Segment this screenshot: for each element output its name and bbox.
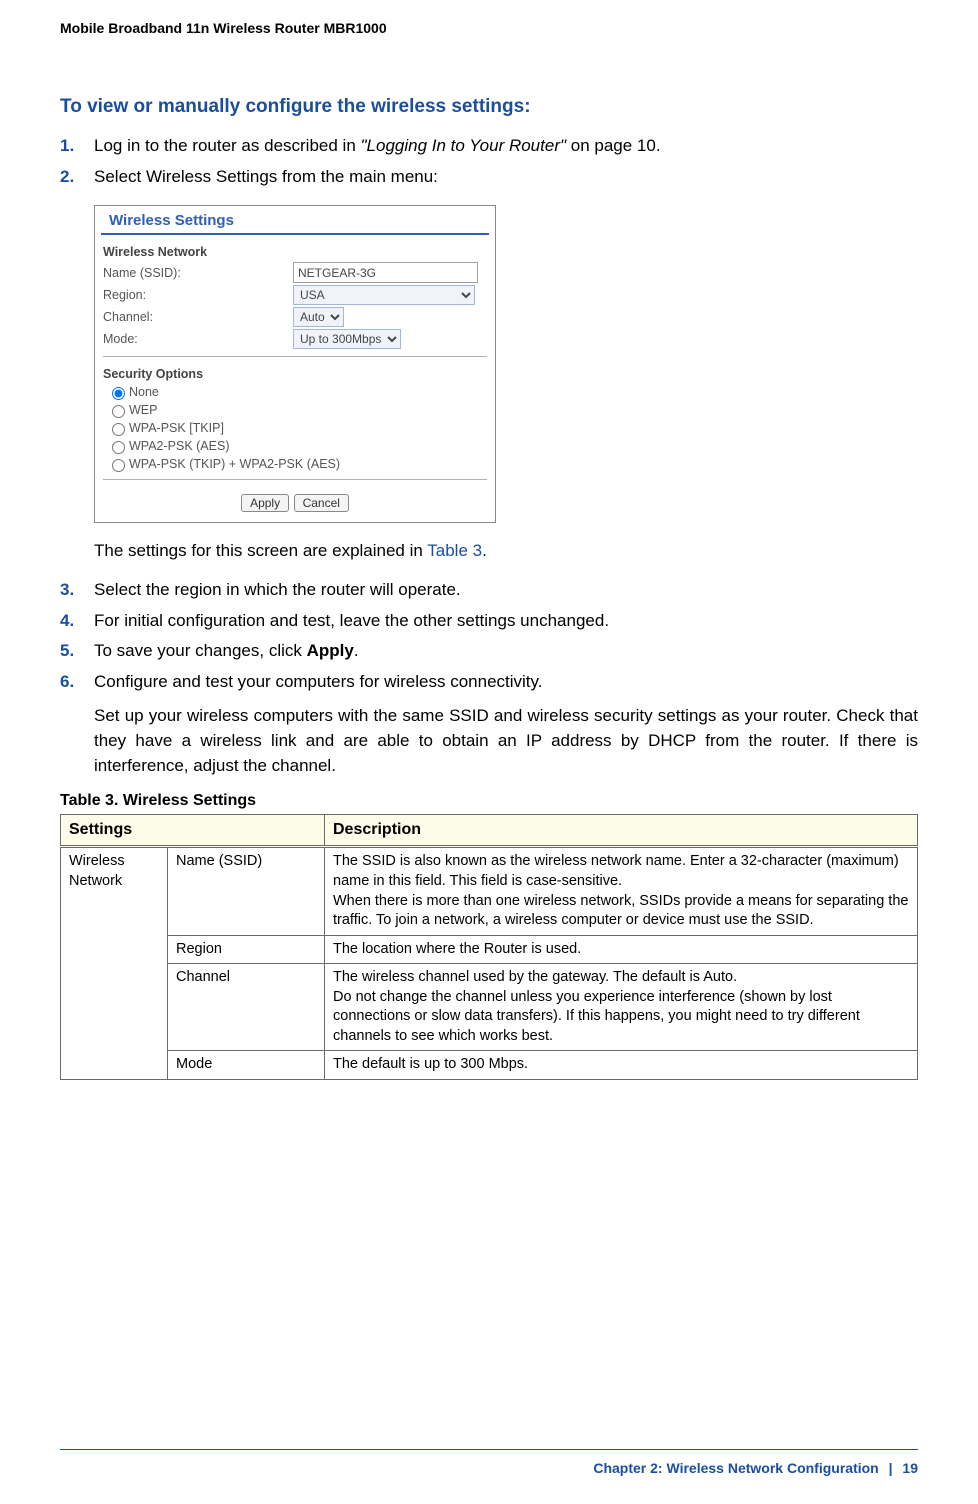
page-header: Mobile Broadband 11n Wireless Router MBR… (60, 20, 918, 96)
region-label: Region: (103, 288, 293, 302)
step-number: 2. (60, 165, 94, 190)
region-select[interactable]: USA (293, 285, 475, 305)
procedure-list-cont: 3. Select the region in which the router… (60, 578, 918, 695)
table-caption: Table 3. Wireless Settings (60, 792, 918, 810)
channel-label: Channel: (103, 310, 293, 324)
mode-label: Mode: (103, 332, 293, 346)
procedure-list: 1. Log in to the router as described in … (60, 134, 918, 189)
step-text: To save your changes, click Apply. (94, 639, 918, 664)
step-text: Select the region in which the router wi… (94, 578, 918, 603)
radio-label: WEP (129, 403, 157, 417)
footer-sep: | (889, 1460, 893, 1476)
table-row: Mode The default is up to 300 Mbps. (61, 1051, 918, 1080)
table-xref[interactable]: Table 3 (427, 541, 482, 560)
cancel-button[interactable]: Cancel (294, 494, 349, 512)
apply-button[interactable]: Apply (241, 494, 289, 512)
text-fragment: . (354, 641, 359, 660)
text-fragment: Log in to the router as described in (94, 136, 361, 155)
step-number: 4. (60, 609, 94, 634)
step-number: 1. (60, 134, 94, 159)
cell-setting-name: Channel (168, 964, 325, 1051)
wireless-settings-panel: Wireless Settings Wireless Network Name … (94, 205, 496, 523)
table-row: Channel The wireless channel used by the… (61, 964, 918, 1051)
divider (103, 479, 487, 480)
text-fragment: The settings for this screen are explain… (94, 541, 427, 560)
security-section-label: Security Options (95, 363, 495, 383)
radio-label: WPA2-PSK (AES) (129, 439, 229, 453)
security-radio-wep[interactable] (112, 405, 125, 418)
cell-description: The default is up to 300 Mbps. (325, 1051, 918, 1080)
col-header-description: Description (325, 815, 918, 847)
wireless-settings-table: Settings Description Wireless Network Na… (60, 814, 918, 1080)
step-text: Configure and test your computers for wi… (94, 670, 918, 695)
cell-setting-name: Name (SSID) (168, 847, 325, 935)
table-row: Wireless Network Name (SSID) The SSID is… (61, 847, 918, 935)
cell-setting-name: Region (168, 935, 325, 964)
panel-title: Wireless Settings (101, 208, 489, 235)
radio-label: None (129, 385, 159, 399)
ssid-label: Name (SSID): (103, 266, 293, 280)
cell-description: The location where the Router is used. (325, 935, 918, 964)
embedded-screenshot: Wireless Settings Wireless Network Name … (94, 205, 918, 523)
text-fragment: . (482, 541, 487, 560)
text-fragment: on page 10. (566, 136, 661, 155)
security-radio-mixed[interactable] (112, 459, 125, 472)
cell-description: The wireless channel used by the gateway… (325, 964, 918, 1051)
step-text: Log in to the router as described in "Lo… (94, 134, 918, 159)
page-footer: Chapter 2: Wireless Network Configuratio… (60, 1449, 918, 1476)
explain-text: The settings for this screen are explain… (94, 539, 918, 564)
step-text: Select Wireless Settings from the main m… (94, 165, 918, 190)
radio-label: WPA-PSK (TKIP) + WPA2-PSK (AES) (129, 457, 340, 471)
table-row: Region The location where the Router is … (61, 935, 918, 964)
text-fragment: To save your changes, click (94, 641, 307, 660)
network-section-label: Wireless Network (95, 241, 495, 261)
radio-label: WPA-PSK [TKIP] (129, 421, 224, 435)
security-radio-wpa2[interactable] (112, 441, 125, 454)
step-text: For initial configuration and test, leav… (94, 609, 918, 634)
divider (103, 356, 487, 357)
step-number: 6. (60, 670, 94, 695)
step6-paragraph: Set up your wireless computers with the … (94, 704, 918, 778)
footer-page-number: 19 (902, 1460, 918, 1476)
cell-group: Wireless Network (61, 847, 168, 1080)
security-radio-wpa[interactable] (112, 423, 125, 436)
security-radio-none[interactable] (112, 387, 125, 400)
channel-select[interactable]: Auto (293, 307, 344, 327)
cell-description: The SSID is also known as the wireless n… (325, 847, 918, 935)
xref-link[interactable]: "Logging In to Your Router" (361, 136, 567, 155)
ssid-input[interactable] (293, 262, 478, 283)
ui-term: Apply (307, 641, 354, 660)
mode-select[interactable]: Up to 300Mbps (293, 329, 401, 349)
step-number: 3. (60, 578, 94, 603)
cell-setting-name: Mode (168, 1051, 325, 1080)
col-header-settings: Settings (61, 815, 325, 847)
step-number: 5. (60, 639, 94, 664)
footer-chapter: Chapter 2: Wireless Network Configuratio… (593, 1460, 878, 1476)
section-title: To view or manually configure the wirele… (60, 96, 918, 118)
